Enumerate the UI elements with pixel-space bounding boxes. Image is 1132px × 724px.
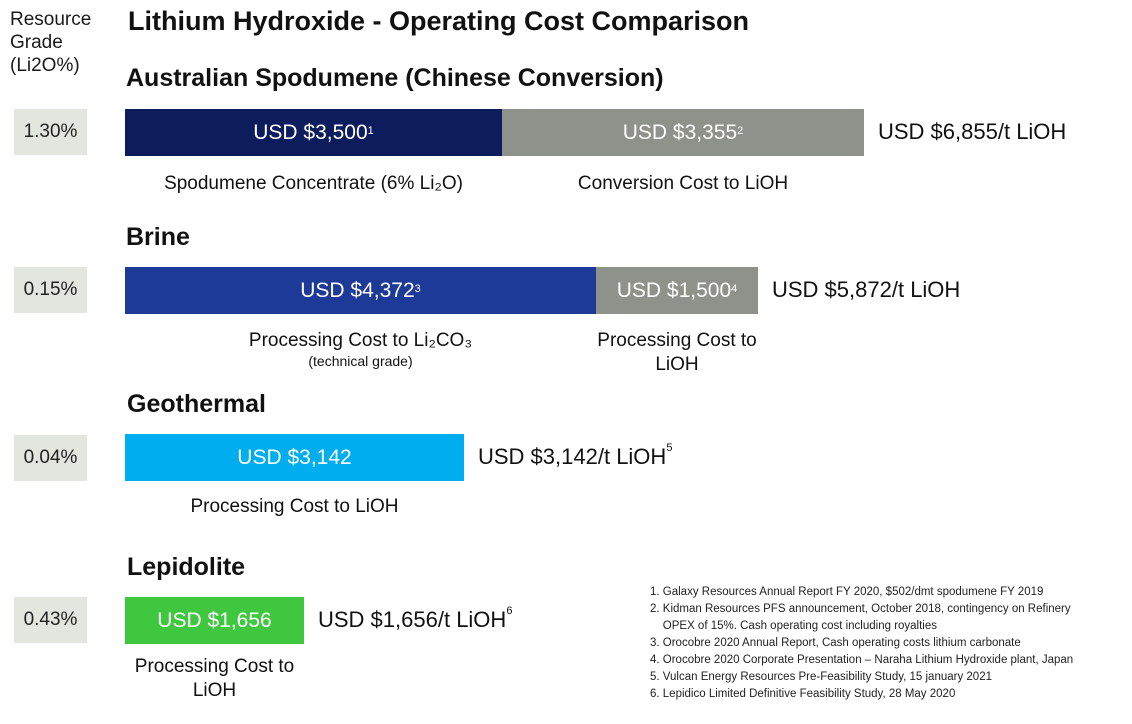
bar-geothermal-processing: USD $3,142	[125, 434, 464, 481]
footnote: 4. Orocobre 2020 Corporate Presentation …	[650, 654, 1074, 666]
group-title-geothermal: Geothermal	[127, 390, 266, 418]
bar-value-label: USD $3,142	[237, 445, 352, 469]
bar-processing-lioh: USD $1,500 4	[596, 267, 758, 314]
footnote: 5. Vulcan Energy Resources Pre-Feasibili…	[650, 671, 992, 683]
segment-subcaption: (technical grade)	[308, 353, 413, 369]
segment-caption: Processing Cost to Li₂CO₃ (technical gra…	[125, 329, 596, 369]
group-title-spodumene: Australian Spodumene (Chinese Conversion…	[126, 64, 664, 92]
bar-value-label: USD $4,372	[300, 278, 415, 302]
bar-value-label: USD $1,656	[157, 608, 272, 632]
footnote: 2. Kidman Resources PFS announcement, Oc…	[650, 603, 1071, 632]
segment-caption: Processing Cost to LiOH	[190, 496, 399, 517]
group-title-brine: Brine	[126, 223, 190, 251]
bar-value-label: USD $1,500	[616, 278, 732, 302]
bar-conversion-cost: USD $3,355 2	[502, 109, 864, 156]
bar-lepidolite-processing: USD $1,656	[125, 597, 304, 644]
footnote-ref: 3	[414, 282, 421, 295]
total-label-lepidolite: USD $1,656/t LiOH6	[318, 605, 513, 632]
total-label-geothermal: USD $3,142/t LiOH5	[478, 442, 673, 469]
bar-spodumene-concentrate: USD $3,500 1	[125, 109, 502, 156]
grade-box-lepidolite: 0.43%	[14, 597, 87, 643]
footnote-ref: 4	[731, 282, 738, 295]
grade-box-brine: 0.15%	[14, 267, 87, 313]
footnotes: 1. Galaxy Resources Annual Report FY 202…	[650, 584, 1130, 703]
chart-title: Lithium Hydroxide - Operating Cost Compa…	[128, 6, 750, 36]
bar-value-label: USD $3,500	[253, 120, 368, 144]
segment-caption: Spodumene Concentrate (6% Li₂O)	[164, 173, 463, 194]
resource-grade-header: Resource Grade (Li2O%)	[10, 9, 92, 76]
footnote-ref: 2	[737, 124, 744, 137]
footnote-ref: 1	[367, 124, 374, 137]
group-title-lepidolite: Lepidolite	[127, 553, 246, 581]
grade-box-geothermal: 0.04%	[14, 435, 87, 481]
footnote: 6. Lepidico Limited Definitive Feasibili…	[650, 688, 956, 700]
segment-caption: Conversion Cost to LiOH	[577, 173, 789, 194]
grade-box-spodumene: 1.30%	[14, 109, 87, 155]
segment-caption: Processing Cost to LiOH	[134, 656, 295, 701]
total-label-brine: USD $5,872/t LiOH	[772, 277, 961, 302]
footnote: 3. Orocobre 2020 Annual Report, Cash ope…	[650, 637, 1021, 649]
bar-processing-li2co3: USD $4,372 3	[125, 267, 596, 314]
segment-caption: Processing Cost to LiOH	[597, 330, 757, 375]
footnote: 1. Galaxy Resources Annual Report FY 202…	[650, 586, 1044, 598]
bar-value-label: USD $3,355	[622, 120, 738, 144]
total-label-spodumene: USD $6,855/t LiOH	[878, 119, 1067, 144]
